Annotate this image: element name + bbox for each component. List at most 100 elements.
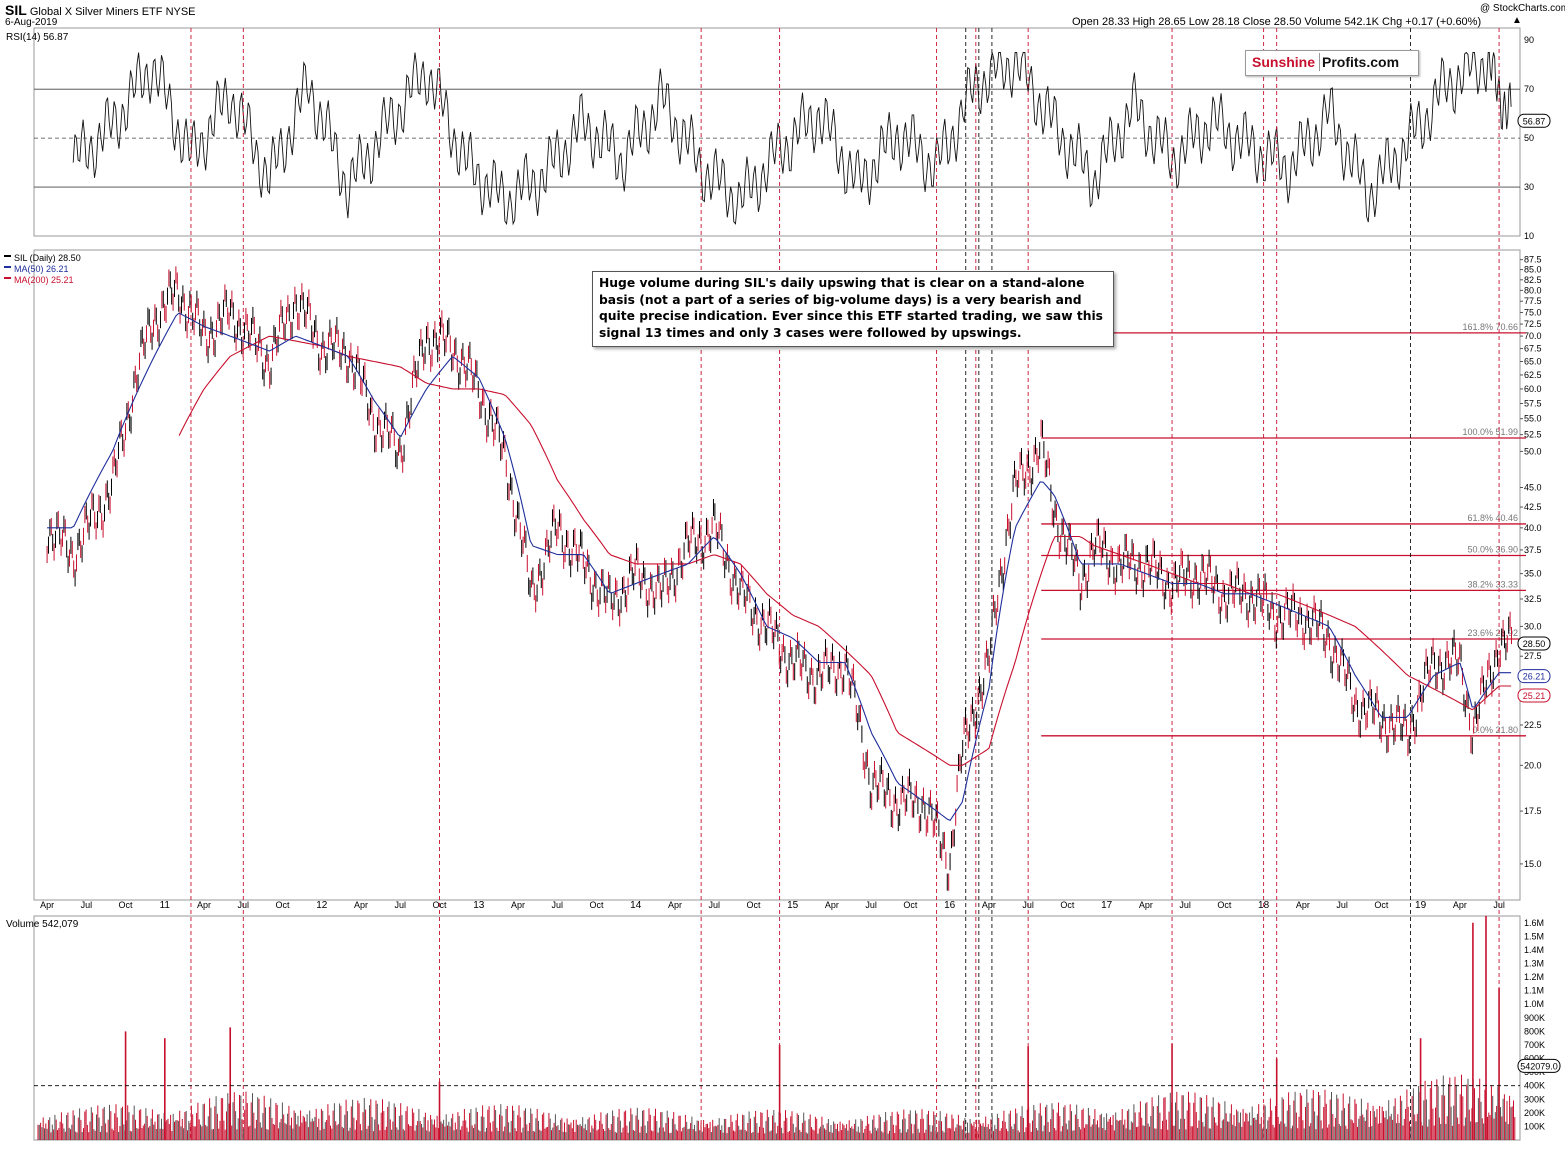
- x-tick-Oct: Oct: [903, 900, 918, 910]
- x-tick-18: 18: [1258, 900, 1270, 911]
- symbol-header: SIL Global X Silver Miners ETF NYSE: [5, 2, 196, 18]
- price-y-tick: 60.0: [1524, 384, 1542, 394]
- x-tick-Jul: Jul: [1493, 900, 1505, 910]
- price-y-tick: 37.5: [1524, 545, 1542, 555]
- x-tick-Jul: Jul: [1022, 900, 1034, 910]
- logo-part2: Profits.com: [1322, 54, 1400, 70]
- annotation-box: Huge volume during SIL's daily upswing t…: [592, 271, 1114, 347]
- last-price-label-2: 25.21: [1523, 691, 1546, 701]
- price-y-tick: 52.5: [1524, 430, 1542, 440]
- x-tick-Oct: Oct: [433, 900, 448, 910]
- legend-swatch-2: [4, 277, 11, 279]
- x-tick-12: 12: [316, 900, 328, 911]
- legend-item-2: MA(200) 25.21: [14, 275, 74, 285]
- rsi-y-tick: 90: [1524, 35, 1534, 45]
- price-y-tick: 70.0: [1524, 331, 1542, 341]
- price-y-tick: 20.0: [1524, 760, 1542, 770]
- x-tick-16: 16: [944, 900, 956, 911]
- price-y-tick: 30.0: [1524, 621, 1542, 631]
- x-tick-Oct: Oct: [1217, 900, 1232, 910]
- x-tick-Apr: Apr: [511, 900, 525, 910]
- rsi-y-tick: 10: [1524, 231, 1534, 241]
- price-y-tick: 32.5: [1524, 594, 1542, 604]
- price-y-tick: 67.5: [1524, 344, 1542, 354]
- x-tick-19: 19: [1415, 900, 1427, 911]
- x-tick-Jul: Jul: [551, 900, 563, 910]
- x-tick-15: 15: [787, 900, 799, 911]
- fib-label-0: 161.8% 70.66: [1462, 322, 1518, 332]
- fib-label-3: 50.0% 36.90: [1467, 544, 1518, 554]
- volume-y-tick: 900K: [1524, 1013, 1545, 1023]
- x-tick-Jul: Jul: [1336, 900, 1348, 910]
- volume-y-tick: 800K: [1524, 1026, 1545, 1036]
- volume-y-tick: 1.6M: [1524, 918, 1544, 928]
- volume-title: Volume 542,079: [6, 919, 79, 930]
- price-y-tick: 75.0: [1524, 307, 1542, 317]
- legend-item-1: MA(50) 26.21: [14, 264, 69, 274]
- x-tick-Apr: Apr: [40, 900, 54, 910]
- last-price-box-1: [1517, 669, 1551, 684]
- x-tick-Jul: Jul: [1179, 900, 1191, 910]
- fib-label-5: 23.6% 28.92: [1467, 628, 1518, 638]
- volume-panel-frame: [33, 915, 1521, 1141]
- price-y-tick: 40.0: [1524, 523, 1542, 533]
- ma200-line: [178, 335, 1512, 766]
- rsi-y-tick: 30: [1524, 182, 1534, 192]
- volume-y-tick: 700K: [1524, 1040, 1545, 1050]
- copyright: @ StockCharts.com: [1480, 3, 1565, 14]
- volume-y-tick: 300K: [1524, 1094, 1545, 1104]
- volume-y-tick: 200K: [1524, 1108, 1545, 1118]
- x-tick-Apr: Apr: [1139, 900, 1153, 910]
- x-tick-Apr: Apr: [668, 900, 682, 910]
- x-tick-Oct: Oct: [589, 900, 604, 910]
- logo: Sunshine Profits.com: [1245, 50, 1419, 76]
- chart-date: 6-Aug-2019: [5, 17, 58, 28]
- x-tick-Oct: Oct: [1060, 900, 1075, 910]
- logo-part1: Sunshine: [1252, 54, 1316, 70]
- volume-y-tick: 1.4M: [1524, 945, 1544, 955]
- x-tick-Apr: Apr: [825, 900, 839, 910]
- x-tick-Oct: Oct: [746, 900, 761, 910]
- logo-divider: [1319, 53, 1320, 71]
- price-y-tick: 42.5: [1524, 502, 1542, 512]
- x-tick-Apr: Apr: [982, 900, 996, 910]
- price-y-tick: 57.5: [1524, 399, 1542, 409]
- security-name: Global X Silver Miners ETF: [29, 6, 163, 18]
- fib-label-4: 38.2% 33.33: [1467, 579, 1518, 589]
- x-tick-Apr: Apr: [1453, 900, 1467, 910]
- price-y-tick: 17.5: [1524, 806, 1542, 816]
- price-y-tick: 50.0: [1524, 446, 1542, 456]
- last-price-box-0: [1517, 636, 1551, 651]
- rsi-title: RSI(14) 56.87: [6, 32, 69, 43]
- price-y-tick: 62.5: [1524, 370, 1542, 380]
- legend-swatch-0: [4, 255, 11, 257]
- price-y-tick: 65.0: [1524, 356, 1542, 366]
- x-tick-Jul: Jul: [865, 900, 877, 910]
- volume-y-tick: 1.1M: [1524, 986, 1544, 996]
- x-tick-Oct: Oct: [276, 900, 291, 910]
- price-y-tick: 45.0: [1524, 482, 1542, 492]
- volume-last-label: 542079.0: [1520, 1061, 1558, 1071]
- symbol: SIL: [5, 2, 27, 18]
- x-tick-Jul: Jul: [81, 900, 93, 910]
- price-y-tick: 87.5: [1524, 255, 1542, 265]
- rsi-last-label: 56.87: [1523, 116, 1546, 126]
- x-tick-Jul: Jul: [708, 900, 720, 910]
- x-tick-Apr: Apr: [354, 900, 368, 910]
- fib-label-2: 61.8% 40.46: [1467, 513, 1518, 523]
- price-y-tick: 72.5: [1524, 319, 1542, 329]
- price-y-tick: 55.0: [1524, 414, 1542, 424]
- ohlc-readout: Open 28.33 High 28.65 Low 28.18 Close 28…: [1072, 16, 1482, 28]
- price-y-tick: 22.5: [1524, 720, 1542, 730]
- volume-y-tick: 1.0M: [1524, 999, 1544, 1009]
- x-tick-11: 11: [160, 900, 171, 911]
- price-y-tick: 35.0: [1524, 569, 1542, 579]
- last-price-box-2: [1517, 688, 1551, 703]
- price-y-tick: 15.0: [1524, 859, 1542, 869]
- price-y-tick: 80.0: [1524, 285, 1542, 295]
- volume-y-tick: 400K: [1524, 1081, 1545, 1091]
- x-tick-Apr: Apr: [197, 900, 211, 910]
- x-tick-Jul: Jul: [395, 900, 407, 910]
- rsi-last-label-box: [1517, 113, 1551, 128]
